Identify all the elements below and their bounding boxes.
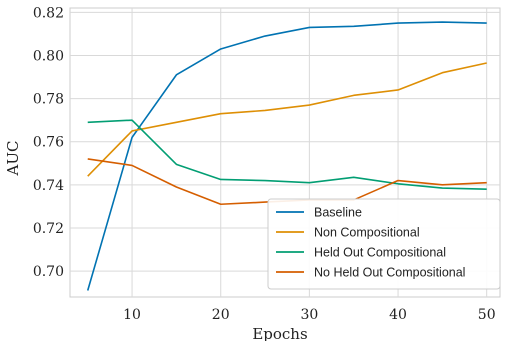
- x-tick-label: 10: [123, 307, 141, 323]
- plot-frame: [69, 7, 501, 298]
- y-axis-label: AUC: [4, 141, 22, 177]
- y-tick-label: 0.80: [33, 48, 64, 64]
- x-tick-label: 50: [478, 307, 496, 323]
- x-tick-label: 40: [389, 307, 407, 323]
- y-tick-label: 0.70: [33, 264, 64, 280]
- y-tick-label: 0.82: [33, 5, 64, 21]
- series-line-baseline: [86, 21, 487, 291]
- y-tick-label: 0.74: [33, 178, 64, 194]
- legend-label: No Held Out Compositional: [314, 266, 465, 280]
- series-line-non-compositional: [87, 62, 487, 177]
- legend-label: Baseline: [314, 206, 362, 220]
- x-tick-label: 20: [212, 307, 230, 323]
- tick-labels: 0.70 0.72 0.74 0.76 0.78 0.80 0.82 10 20 30 40 50: [33, 5, 496, 323]
- legend-box: [267, 198, 501, 290]
- legend-label: Non Compositional: [314, 226, 420, 240]
- y-tick-label: 0.72: [33, 221, 64, 237]
- x-tick-label: 30: [300, 307, 318, 323]
- y-tick-label: 0.78: [33, 92, 64, 108]
- legend-label: Held Out Compositional: [314, 246, 446, 260]
- series-line-held-out-compositional: [87, 119, 487, 190]
- y-tick-label: 0.76: [33, 135, 64, 151]
- legend: Baseline Non Compositional Held Out Compos…: [267, 198, 501, 290]
- x-axis-label: Epochs: [252, 325, 307, 341]
